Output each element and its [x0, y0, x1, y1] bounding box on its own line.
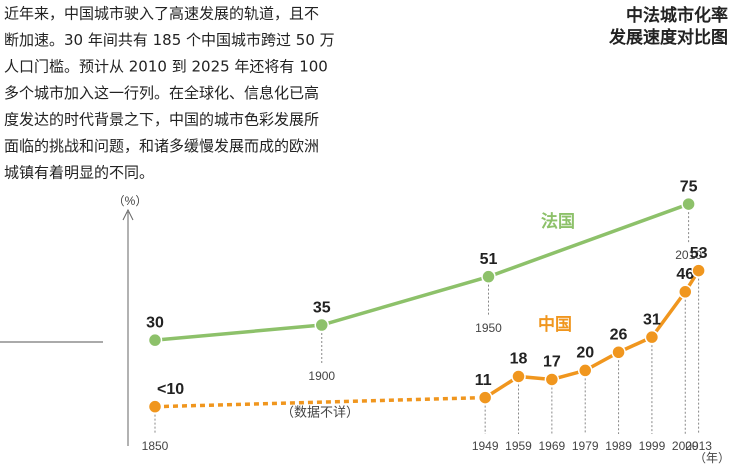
- data-label: 31: [643, 311, 661, 328]
- point: [691, 263, 706, 278]
- paragraph-line: 近年来，中国城市驶入了高速发展的轨道，且不: [4, 5, 319, 23]
- data-label: 35: [313, 299, 331, 316]
- x-tick-label: 1959: [505, 439, 532, 453]
- data-label: 51: [480, 251, 498, 268]
- data-label: 11: [475, 372, 492, 389]
- point: [481, 269, 496, 284]
- point: [611, 345, 626, 360]
- paragraph-line: 度发达的时代背景之下，中国的城市色彩发展所: [4, 111, 319, 129]
- chart-title: 中法城市化率: [626, 5, 728, 26]
- legend-label: 中国: [538, 314, 572, 335]
- x-tick-label: 1950: [475, 321, 502, 335]
- point: [678, 284, 693, 300]
- point: [644, 329, 660, 345]
- data-label: 20: [576, 345, 594, 362]
- series-line-dashed: [154, 395, 486, 409]
- x-tick-label: 1850: [142, 439, 169, 453]
- y-unit: （%）: [113, 194, 148, 208]
- x-tick-label: 2010: [675, 248, 702, 262]
- x-tick-label: 1969: [539, 439, 566, 453]
- series-line: [154, 202, 690, 342]
- paragraph-line: 人口门槛。预计从 2010 到 2025 年还将有 100: [4, 58, 328, 76]
- data-label: 30: [146, 314, 164, 331]
- paragraph-line: 多个城市加入这一行列。在全球化、信息化已高: [4, 84, 319, 102]
- point: [147, 332, 163, 348]
- data-label: 17: [543, 354, 561, 371]
- data-label: <10: [157, 381, 184, 398]
- paragraph-line: 断加速。30 年间共有 185 个中国城市跨过 50 万: [4, 31, 335, 49]
- point: [511, 369, 526, 384]
- paragraph-line: 城镇有着明显的不同。: [4, 164, 154, 182]
- point: [577, 363, 593, 378]
- data-label: 75: [680, 178, 698, 195]
- legend-label: 法国: [541, 211, 575, 232]
- x-tick-label: 2009: [672, 439, 699, 453]
- point: [681, 196, 696, 212]
- x-tick-label: 1999: [639, 439, 666, 453]
- data-label: 46: [676, 266, 694, 283]
- point: [477, 390, 493, 405]
- x-unit: （年）: [694, 451, 730, 465]
- data-label: 53: [690, 245, 708, 262]
- chart-title: 发展速度对比图: [608, 27, 728, 48]
- annotation: （数据不详）: [281, 404, 359, 419]
- data-label: 26: [610, 326, 628, 343]
- paragraph-line: 面临的挑战和问题，和诸多缓慢发展而成的欧洲: [4, 137, 319, 155]
- data-label: 18: [510, 351, 528, 368]
- x-tick-label: 1989: [605, 439, 632, 453]
- point: [147, 399, 163, 414]
- x-tick-label: 1949: [472, 439, 499, 453]
- point: [314, 317, 329, 333]
- x-tick-label: 2013: [685, 439, 712, 453]
- x-tick-label: 1979: [572, 439, 599, 453]
- y-axis-arrow: [122, 208, 134, 221]
- point: [544, 372, 560, 387]
- x-tick-label: 1900: [308, 369, 335, 383]
